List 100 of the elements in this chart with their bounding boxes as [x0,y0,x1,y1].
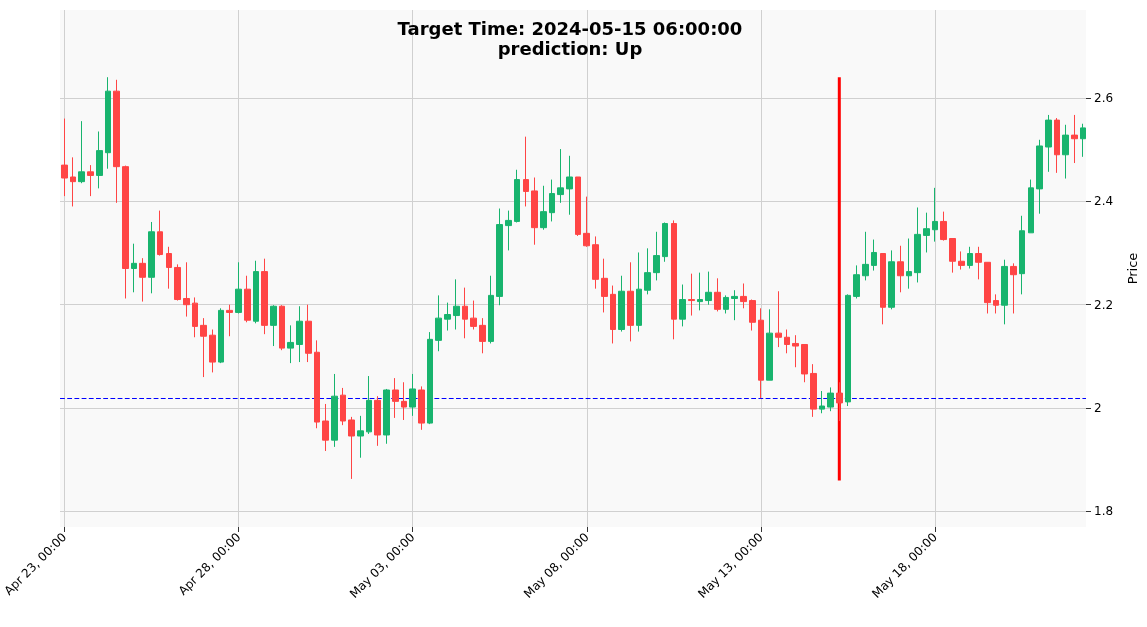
candlestick [305,304,312,363]
y-tick-label: 2.4 [1094,194,1114,209]
candlestick [453,278,460,331]
candlestick [836,381,843,422]
candlestick [810,363,817,418]
candlestick [740,282,747,309]
candlestick [993,293,999,314]
candlestick [766,308,773,381]
candlestick [139,257,146,303]
candlestick [270,304,277,347]
candlestick [880,253,886,325]
candlestick [1001,259,1008,325]
candlestick [671,219,677,340]
candlestick [888,249,895,310]
candlestick [871,239,877,272]
candlestick [1080,123,1086,158]
candlestick [523,136,529,207]
candlestick [1010,262,1017,314]
candlestick [253,260,259,324]
candlestick [531,177,538,246]
candlestick [357,415,364,459]
candlestick [314,339,320,429]
candlestick [723,294,729,314]
candlestick [897,245,904,293]
candlestick [166,246,172,290]
candlestick [906,238,912,290]
candlestick [914,206,921,283]
candlestick [383,388,390,445]
candlestick [157,210,163,257]
candlestick [688,273,695,317]
candlestick [392,377,399,419]
candlestick [505,210,512,251]
candlestick [322,403,329,452]
candlestick [819,390,825,414]
candlestick [705,271,712,306]
candlestick [1036,139,1043,215]
candlestick [462,287,468,339]
candlestick [261,258,268,335]
candlestick [958,250,965,271]
candlestick [566,155,573,216]
candlestick [967,246,973,269]
candlestick [984,261,991,314]
candlestick [731,289,738,321]
candlestick [827,386,834,412]
candlestick [131,243,137,293]
candlestick [87,164,94,197]
candlestick [801,344,808,383]
candlestick [557,148,564,204]
candlestick [775,290,782,348]
candlestick [627,261,634,342]
candlestick [853,264,860,299]
candlestick [932,187,938,243]
candlestick [148,221,155,294]
candlestick [200,317,207,378]
candlestick [287,324,294,364]
candlestick [540,185,547,231]
candlestick [418,385,425,431]
candlestick [601,258,608,313]
candlestick [340,387,346,426]
candlestick [235,261,242,314]
y-tick-label: 2 [1094,401,1102,416]
candlestick [409,373,416,417]
candlestick [618,275,625,333]
y-tick-label: 1.8 [1094,504,1114,519]
candlestick [697,272,703,311]
candlestick [331,373,338,448]
text: prediction: Up [497,37,643,59]
y-axis-title: Price [1125,252,1140,285]
candlestick [488,275,494,344]
candlestick [1028,179,1034,234]
candlestick [374,395,381,447]
candlestick [78,120,85,184]
candlestick [653,231,660,281]
candlestick [549,179,555,222]
candlestick [845,293,851,407]
candlestick [113,79,120,204]
candlestick [514,169,520,223]
candlestick [192,296,198,338]
candlestick [758,307,764,399]
candlestick [470,300,477,331]
candlestick [679,284,686,327]
candlestick [644,247,651,295]
candlestick [749,299,756,332]
candlestick [496,208,503,306]
candlestick [122,165,129,299]
candlestick [610,285,616,344]
candlestick [1062,124,1069,180]
candlestick [940,211,947,242]
candlestick [105,76,111,170]
candlestick [427,331,433,425]
y-tick-label: 2.2 [1094,297,1114,312]
candlestick [183,261,190,318]
candlestick [226,304,233,337]
candlestick [244,275,251,323]
candlestick [575,176,581,237]
candlestick [296,305,303,363]
candlestick [583,196,590,248]
candlestick [662,221,668,263]
y-tick-label: 2.6 [1094,90,1114,105]
candlestick [401,381,407,421]
